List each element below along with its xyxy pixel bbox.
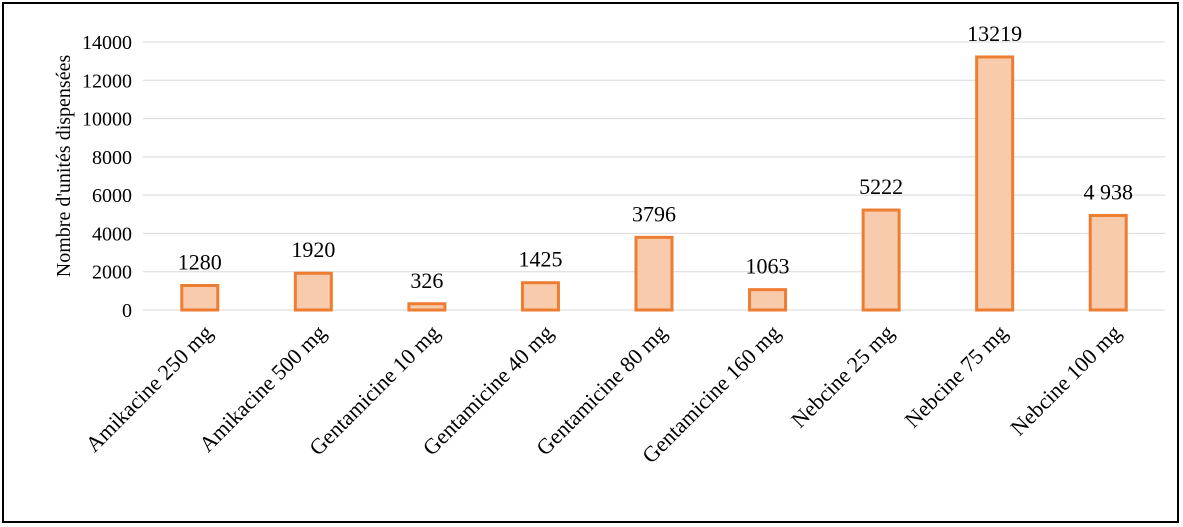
data-label: 5222 — [859, 174, 903, 199]
bar — [634, 235, 674, 312]
gridlines — [143, 41, 1165, 311]
bar-chart: 0 2000 4000 6000 8000 10000 12000 14000 1280 192… — [53, 21, 1165, 468]
bar — [293, 271, 333, 312]
bar — [520, 281, 560, 312]
bar — [861, 208, 901, 312]
data-label: 326 — [410, 268, 443, 293]
y-tick-label: 2000 — [92, 262, 132, 284]
y-axis-ticks: 0 2000 4000 6000 8000 10000 12000 14000 — [82, 32, 132, 322]
data-label: 1280 — [178, 249, 222, 274]
y-tick-label: 12000 — [82, 70, 132, 92]
data-label: 3796 — [632, 201, 676, 226]
y-tick-label: 8000 — [92, 147, 132, 169]
y-tick-label: 14000 — [82, 32, 132, 54]
y-tick-label: 6000 — [92, 185, 132, 207]
x-tick-label: Nebcine 25 mg — [786, 320, 899, 433]
data-label: 1425 — [518, 247, 562, 272]
bar — [407, 302, 447, 312]
data-label: 1063 — [746, 254, 790, 279]
bar — [975, 55, 1015, 312]
y-tick-label: 10000 — [82, 109, 132, 131]
x-tick-label: Nebcine 100 mg — [1005, 320, 1125, 440]
bar — [1088, 213, 1128, 312]
bar — [180, 283, 220, 312]
y-tick-label: 4000 — [92, 223, 132, 245]
data-labels: 1280 1920 326 1425 3796 1063 5222 13219 4 938 — [178, 21, 1133, 293]
data-label: 13219 — [967, 21, 1022, 46]
y-axis-label: Nombre d'unités dispensées — [53, 55, 75, 278]
bar — [748, 288, 788, 312]
data-label: 4 938 — [1083, 179, 1133, 204]
data-label: 1920 — [291, 237, 335, 262]
x-tick-label: Nebcine 75 mg — [899, 320, 1012, 433]
y-tick-label: 0 — [122, 300, 132, 322]
bars — [180, 55, 1128, 312]
